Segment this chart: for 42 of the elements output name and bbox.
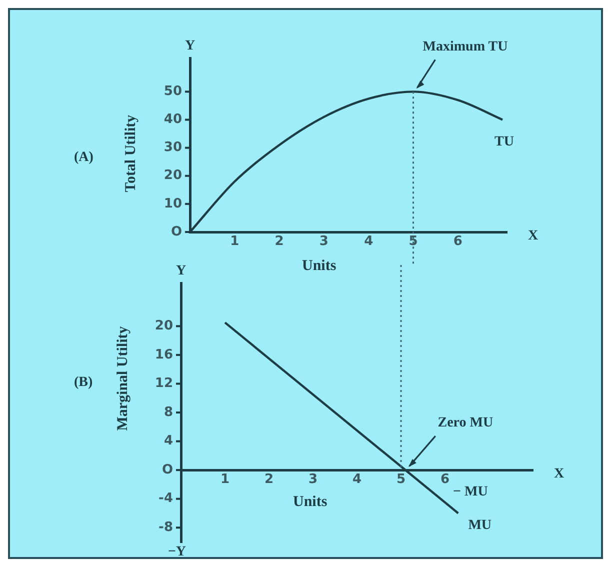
y-axis-title: Total Utility [124,114,140,192]
x-tick-label: 5 [408,234,418,250]
x-tick-label: 6 [440,472,450,488]
y-tick-label: 16 [154,347,173,362]
x-tick-label: 4 [352,472,362,488]
y-tick-label: 40 [164,112,182,128]
x-axis-title: Units [293,494,328,511]
y-tick-label: O [162,462,173,478]
text: Y [176,264,186,279]
series-label: TU [494,134,514,150]
y-tick-label: 10 [164,196,182,212]
x-tick-label: 2 [274,234,284,250]
annotation: Zero MU [438,416,494,431]
text: X [528,228,538,244]
x-tick-label: 1 [230,234,240,250]
x-tick-label: 5 [396,472,406,488]
annotation: − MU [453,484,488,500]
y-tick-label: 20 [154,318,173,334]
series-label: MU [468,518,492,533]
y-tick-label: -8 [158,520,173,535]
y-tick-label: 4 [164,434,173,449]
y-tick-label: 8 [164,404,173,420]
y-tick-label: 20 [164,168,182,184]
x-tick-label: 1 [220,472,230,488]
x-tick-label: 3 [319,234,328,250]
annotation: Maximum TU [422,39,508,54]
text: −Y [168,544,186,560]
y-tick-label: O [170,224,182,240]
y-tick-label: 50 [164,84,182,100]
text: (A) [74,150,94,166]
x-axis-title: Units [302,258,336,275]
y-tick-label: 30 [164,140,182,156]
x-tick-label: 2 [264,472,274,488]
x-tick-label: 4 [364,234,374,250]
text: X [554,466,564,482]
y-tick-label: -4 [158,491,173,506]
text: (B) [74,375,93,391]
text: Y [184,38,196,54]
y-axis-title: Marginal Utility [114,326,132,430]
x-tick-label: 6 [453,234,462,250]
y-tick-label: 12 [154,376,173,392]
x-tick-label: 3 [308,472,318,488]
